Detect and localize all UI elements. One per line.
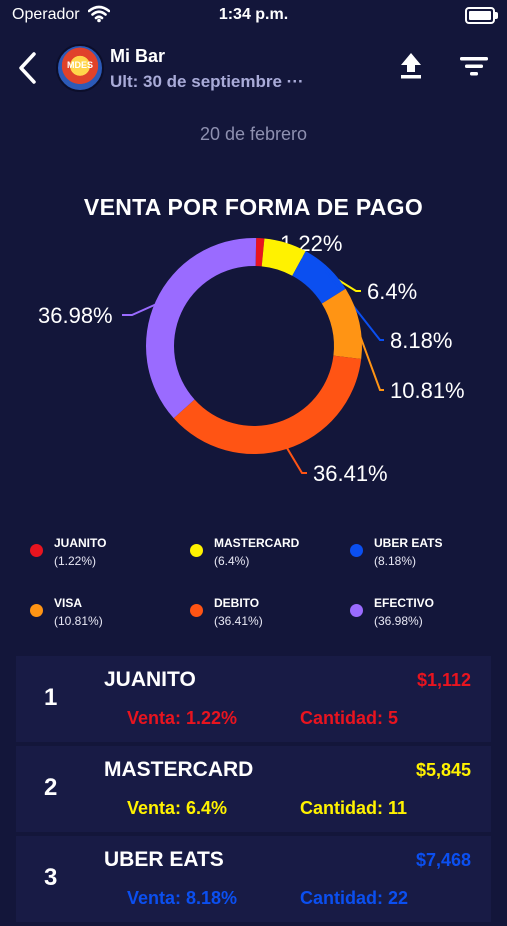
payment-row[interactable]: 2 MASTERCARD $5,845 Venta: 6.4% Cantidad: 11 bbox=[16, 746, 491, 832]
legend-label: MASTERCARD bbox=[214, 536, 300, 550]
slice-label-debito: 36.41% bbox=[313, 461, 388, 486]
legend-item[interactable]: VISA (10.81%) bbox=[30, 596, 180, 636]
slice-visa[interactable] bbox=[321, 288, 362, 360]
legend-label: JUANITO bbox=[54, 536, 107, 550]
row-quantity: Cantidad: 22 bbox=[300, 888, 409, 908]
legend-item[interactable]: DEBITO (36.41%) bbox=[190, 596, 340, 636]
battery-icon bbox=[465, 7, 498, 24]
legend-label: EFECTIVO bbox=[374, 596, 435, 610]
row-amount: $5,845 bbox=[415, 760, 471, 780]
payment-method-list: 1 JUANITO $1,112 Venta: 1.22% Cantidad: 5 2 MA… bbox=[16, 656, 491, 926]
legend-dot bbox=[190, 544, 203, 557]
row-name: JUANITO bbox=[104, 668, 196, 691]
row-amount: $7,468 bbox=[415, 850, 471, 870]
legend-dot bbox=[350, 544, 363, 557]
avatar-logo-text: MDES bbox=[66, 60, 93, 70]
leader-line-debito bbox=[284, 444, 307, 474]
slice-label-visa: 10.81% bbox=[390, 378, 465, 403]
row-quantity: Cantidad: 11 bbox=[300, 798, 408, 818]
last-update-subtitle[interactable]: Ult: 30 de septiembre ··· bbox=[110, 72, 304, 91]
row-name: UBER EATS bbox=[104, 848, 224, 871]
payment-row[interactable]: 1 JUANITO $1,112 Venta: 1.22% Cantidad: 5 bbox=[16, 656, 491, 742]
row-rank: 3 bbox=[44, 864, 58, 891]
legend-percent: (8.18%) bbox=[374, 554, 417, 568]
legend-percent: (10.81%) bbox=[54, 614, 103, 628]
row-rank: 2 bbox=[44, 774, 58, 801]
status-bar: Operador 1:34 p.m. bbox=[0, 0, 507, 32]
row-rank: 1 bbox=[44, 684, 58, 711]
row-quantity: Cantidad: 5 bbox=[300, 708, 399, 728]
carrier-label: Operador bbox=[12, 6, 80, 23]
legend-percent: (6.4%) bbox=[214, 554, 250, 568]
bar-logo-avatar: MDES bbox=[56, 44, 104, 92]
slice-label-mastercard: 6.4% bbox=[367, 279, 417, 304]
payment-method-donut-chart: 1.22%6.4%8.18%10.81%36.41%36.98% bbox=[38, 231, 465, 486]
legend-label: DEBITO bbox=[214, 596, 260, 610]
slice-debito[interactable] bbox=[173, 355, 362, 454]
slice-uber-eats[interactable] bbox=[292, 251, 346, 304]
filter-icon[interactable] bbox=[458, 52, 490, 80]
slice-efectivo[interactable] bbox=[145, 238, 257, 419]
row-name: MASTERCARD bbox=[104, 758, 254, 781]
legend-percent: (1.22%) bbox=[54, 554, 97, 568]
legend-item[interactable]: EFECTIVO (36.98%) bbox=[350, 596, 500, 636]
legend-dot bbox=[350, 604, 363, 617]
page-title: Mi Bar bbox=[110, 46, 166, 66]
legend-dot bbox=[30, 604, 43, 617]
legend-percent: (36.98%) bbox=[374, 614, 423, 628]
payment-row[interactable]: 3 UBER EATS $7,468 Venta: 8.18% Cantidad: 22 bbox=[16, 836, 491, 922]
date-label: 20 de febrero bbox=[199, 124, 308, 144]
row-venta-percent: Venta: 8.18% bbox=[127, 888, 238, 908]
leader-line-visa bbox=[354, 323, 384, 391]
row-venta-percent: Venta: 1.22% bbox=[127, 708, 238, 728]
nav-bar: MDES Mi Bar Ult: 30 de septiembre ··· bbox=[0, 36, 507, 100]
back-chevron-icon[interactable] bbox=[14, 50, 44, 86]
wifi-icon bbox=[88, 5, 110, 23]
clock-label: 1:34 p.m. bbox=[218, 6, 289, 23]
slice-label-efectivo: 36.98% bbox=[38, 303, 113, 328]
upload-icon[interactable] bbox=[396, 50, 426, 80]
legend-item[interactable]: MASTERCARD (6.4%) bbox=[190, 536, 340, 576]
row-venta-percent: Venta: 6.4% bbox=[127, 798, 228, 818]
slice-mastercard[interactable] bbox=[261, 238, 306, 276]
legend-dot bbox=[190, 604, 203, 617]
chart-title: VENTA POR FORMA DE PAGO bbox=[83, 194, 424, 220]
slice-label-uber-eats: 8.18% bbox=[390, 328, 452, 353]
legend-item[interactable]: UBER EATS (8.18%) bbox=[350, 536, 500, 576]
legend-item[interactable]: JUANITO (1.22%) bbox=[30, 536, 180, 576]
slice-juanito[interactable] bbox=[255, 238, 265, 267]
leader-line-efectivo bbox=[122, 301, 160, 316]
legend-label: VISA bbox=[54, 596, 83, 610]
legend-percent: (36.41%) bbox=[214, 614, 263, 628]
legend-label: UBER EATS bbox=[374, 536, 443, 550]
row-amount: $1,112 bbox=[416, 670, 471, 690]
legend-dot bbox=[30, 544, 43, 557]
